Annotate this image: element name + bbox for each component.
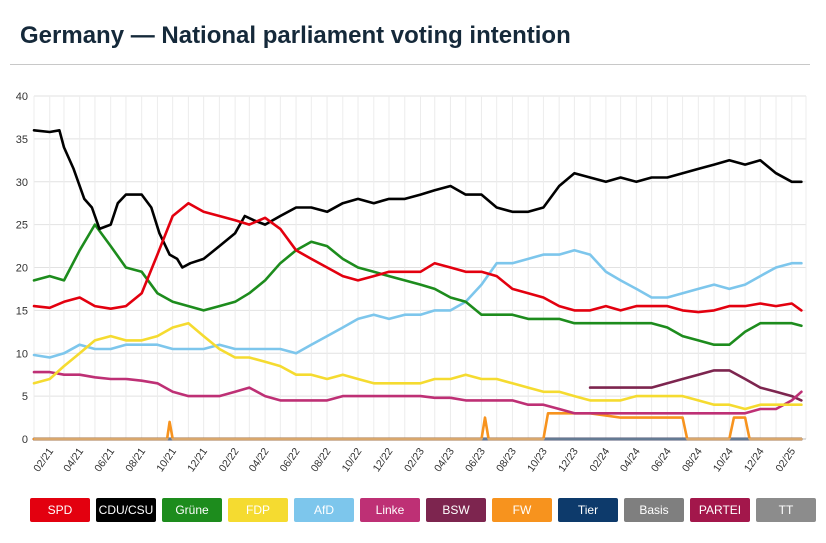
series-line-spd [32, 201, 803, 314]
legend-item-basis: Basis [624, 498, 684, 522]
legend-item-linke: Linke [360, 498, 420, 522]
x-tick-label: 06/21 [92, 446, 117, 475]
y-tick-label: 20 [16, 263, 28, 275]
series-line-fdp [32, 321, 803, 411]
x-tick-label: 04/24 [618, 446, 643, 475]
series-line-fw [32, 412, 803, 441]
legend-item-afd: AfD [294, 498, 354, 522]
x-tick-label: 02/25 [773, 446, 798, 475]
x-tick-label: 06/23 [463, 446, 488, 475]
legend-item-spd: SPD [30, 498, 90, 522]
series-line-cdu-csu [32, 129, 803, 269]
series-line-bsw [588, 369, 803, 402]
x-tick-label: 10/21 [154, 446, 179, 475]
x-tick-label: 08/22 [309, 446, 334, 475]
x-tick-label: 12/22 [371, 446, 396, 475]
x-tick-label: 06/22 [278, 446, 303, 475]
legend-item-fw: FW [492, 498, 552, 522]
x-tick-label: 04/21 [61, 446, 86, 475]
series-line-linke [32, 370, 803, 415]
series-line-gr-ne [32, 223, 803, 346]
y-tick-label: 35 [16, 134, 28, 146]
x-tick-label: 12/21 [185, 446, 210, 475]
x-tick-label: 06/24 [649, 446, 674, 475]
x-tick-label: 04/22 [247, 446, 272, 475]
legend-item-gr-ne: Grüne [162, 498, 222, 522]
x-tick-label: 08/21 [123, 446, 148, 475]
x-tick-label: 02/24 [587, 446, 612, 475]
chart-legend: SPD CDU/CSU Grüne FDP AfD Linke BSW FW Tier Basis… [30, 498, 816, 522]
x-tick-label: 08/23 [494, 446, 519, 475]
x-tick-label: 10/24 [711, 446, 736, 475]
x-tick-label: 12/24 [742, 446, 767, 475]
x-tick-label: 10/23 [525, 446, 550, 475]
x-tick-label: 04/23 [432, 446, 457, 475]
x-tick-label: 08/24 [680, 446, 705, 475]
series-line-afd [32, 249, 803, 359]
legend-item-tt: TT [756, 498, 816, 522]
legend-item-partei: PARTEI [690, 498, 750, 522]
x-tick-label: 02/23 [402, 446, 427, 475]
legend-item-bsw: BSW [426, 498, 486, 522]
title-divider [10, 64, 810, 65]
y-tick-label: 15 [16, 305, 28, 317]
x-tick-label: 10/22 [340, 446, 365, 475]
page-title: Germany — National parliament voting int… [20, 22, 571, 49]
y-tick-label: 30 [16, 177, 28, 189]
x-tick-label: 02/22 [217, 446, 242, 475]
x-tick-label: 02/21 [31, 446, 56, 475]
y-tick-label: 5 [22, 391, 28, 403]
legend-item-fdp: FDP [228, 498, 288, 522]
y-tick-label: 25 [16, 220, 28, 232]
y-tick-label: 10 [16, 348, 28, 360]
legend-item-cdu-csu: CDU/CSU [96, 498, 156, 522]
x-tick-label: 12/23 [556, 446, 581, 475]
legend-item-tier: Tier [558, 498, 618, 522]
y-tick-label: 0 [22, 434, 28, 446]
y-tick-label: 40 [16, 91, 28, 103]
